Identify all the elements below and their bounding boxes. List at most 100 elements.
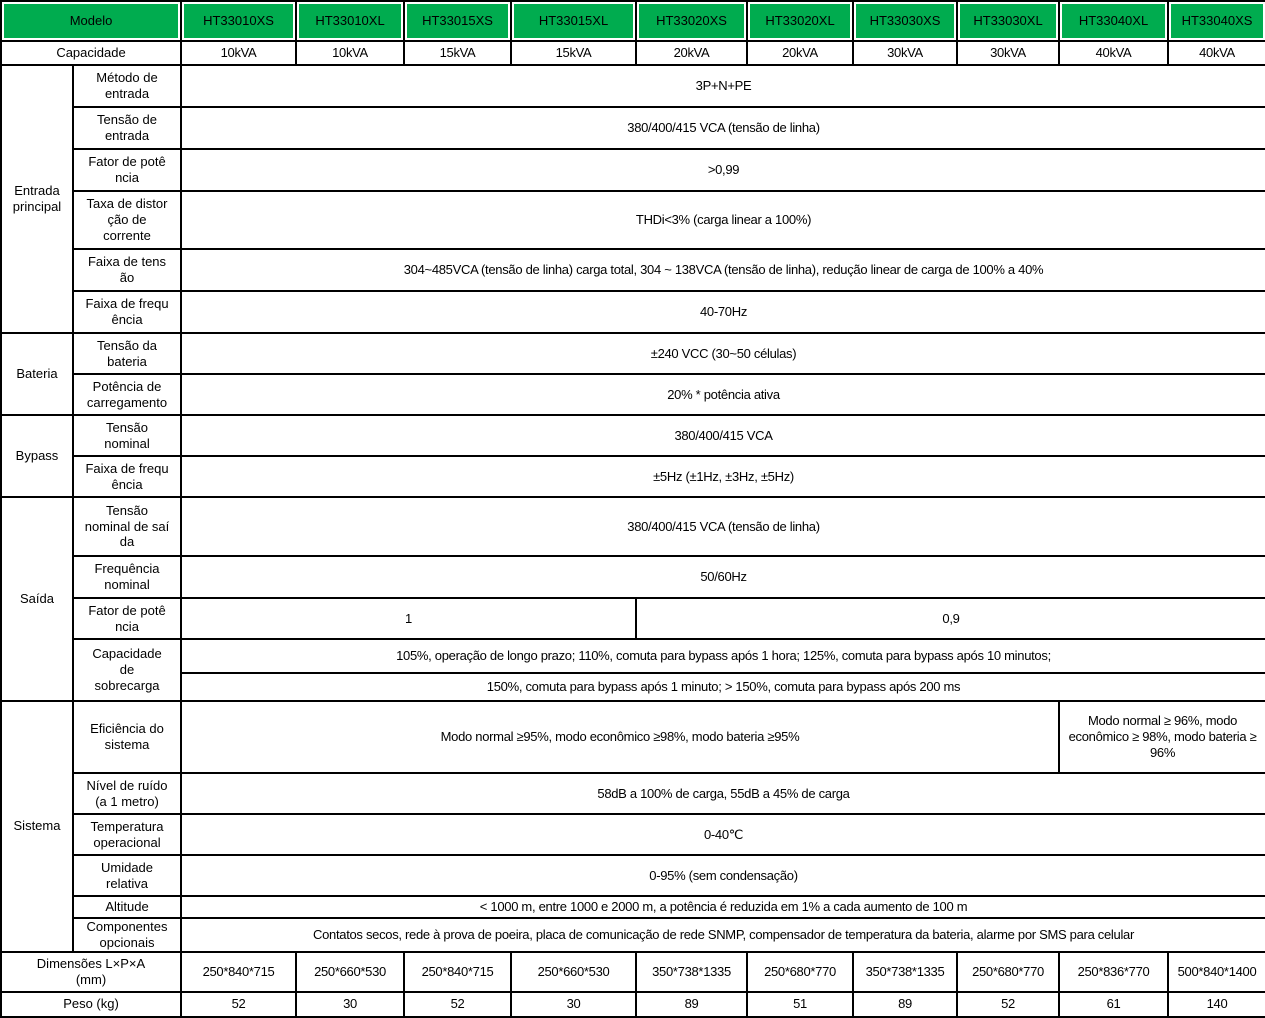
- spec-value: ±240 VCC (30~50 células): [180, 332, 1265, 375]
- dimension-value: 250*660*530: [295, 950, 406, 993]
- weight-value: 30: [295, 990, 406, 1018]
- param-label: Tensão de entrada: [71, 106, 183, 150]
- param-label: Temperatura operacional: [71, 813, 183, 856]
- spec-value-power-factor-20-40kva: 0,9: [635, 597, 1265, 640]
- spec-row: Bateria Tensão da bateria ±240 VCC (30~5…: [0, 332, 1265, 416]
- weight-value: 52: [956, 990, 1061, 1018]
- param-label: Altitude: [71, 895, 183, 919]
- capacity-value: 20kVA: [746, 40, 855, 66]
- param-label: Fator de potê ncia: [71, 148, 183, 192]
- dimensions-row: Dimensões L×P×A (mm) 250*840*715 250*660…: [0, 950, 1265, 993]
- param-label: Método de entrada: [71, 64, 183, 108]
- model-header: HT33010XS: [180, 0, 298, 42]
- spec-row: Capacidade de sobrecarga 105%, operação …: [1, 638, 1265, 702]
- spec-value: 50/60Hz: [180, 555, 1265, 599]
- spec-row: Fator de potê ncia 1 0,9: [1, 597, 1265, 640]
- param-label: Componentes opcionais: [71, 917, 183, 953]
- spec-row: Componentes opcionais Contatos secos, re…: [1, 917, 1265, 953]
- dimension-value: 350*738*1335: [852, 950, 959, 993]
- param-label: Fator de potê ncia: [71, 597, 183, 640]
- weight-value: 51: [746, 990, 855, 1018]
- header-row: Modelo HT33010XS HT33010XL HT33015XS HT3…: [0, 0, 1265, 42]
- spec-row: Potência de carregamento 20% * potência …: [1, 373, 1265, 416]
- model-header: HT33040XS: [1167, 0, 1265, 42]
- param-label: Faixa de frequ ência: [71, 455, 183, 498]
- capacity-value: 30kVA: [852, 40, 959, 66]
- spec-value: < 1000 m, entre 1000 e 2000 m, a potênci…: [180, 895, 1265, 919]
- capacity-value: 20kVA: [635, 40, 749, 66]
- section-entrada-principal: Entrada principal: [0, 64, 74, 334]
- spec-value: 58dB a 100% de carga, 55dB a 45% de carg…: [180, 772, 1265, 815]
- spec-value-power-factor-10-15kva: 1: [180, 597, 638, 640]
- section-bypass: Bypass: [0, 414, 74, 498]
- model-header: HT33020XL: [746, 0, 855, 42]
- spec-row: Fator de potê ncia >0,99: [1, 148, 1265, 192]
- dimension-value: 350*738*1335: [635, 950, 749, 993]
- weight-row: Peso (kg) 52 30 52 30 89 51 89 52 61 140: [0, 990, 1265, 1018]
- weight-value: 61: [1058, 990, 1170, 1018]
- capacity-value: 40kVA: [1167, 40, 1265, 66]
- spec-row: Taxa de distor ção de corrente THDi<3% (…: [1, 190, 1265, 250]
- spec-row: Entrada principal Método de entrada 3P+N…: [0, 64, 1265, 334]
- param-label: Tensão da bateria: [71, 332, 183, 375]
- model-header: HT33040XL: [1058, 0, 1170, 42]
- spec-value: >0,99: [180, 148, 1265, 192]
- param-label: Eficiência do sistema: [71, 700, 183, 774]
- param-label: Faixa de frequ ência: [71, 290, 183, 334]
- dimension-value: 250*840*715: [180, 950, 298, 993]
- capacity-value: 15kVA: [403, 40, 513, 66]
- param-label: Nível de ruído (a 1 metro): [71, 772, 183, 815]
- model-header: HT33015XS: [403, 0, 513, 42]
- capacity-label: Capacidade: [0, 40, 183, 66]
- capacity-value: 30kVA: [956, 40, 1061, 66]
- param-label: Tensão nominal: [71, 414, 183, 457]
- spec-value: 20% * potência ativa: [180, 373, 1265, 416]
- spec-value: 380/400/415 VCA: [180, 414, 1265, 457]
- spec-value: 0-95% (sem condensação): [180, 854, 1265, 897]
- param-label: Frequência nominal: [71, 555, 183, 599]
- spec-value: 380/400/415 VCA (tensão de linha): [180, 106, 1265, 150]
- capacity-value: 10kVA: [295, 40, 406, 66]
- spec-value: 40-70Hz: [180, 290, 1265, 334]
- capacity-value: 10kVA: [180, 40, 298, 66]
- model-header: HT33015XL: [510, 0, 638, 42]
- weight-value: 140: [1167, 990, 1265, 1018]
- spec-row: Tensão de entrada 380/400/415 VCA (tensã…: [1, 106, 1265, 150]
- spec-row: Nível de ruído (a 1 metro) 58dB a 100% d…: [1, 772, 1265, 815]
- spec-value: ±5Hz (±1Hz, ±3Hz, ±5Hz): [180, 455, 1265, 498]
- spec-value-efficiency-main: Modo normal ≥95%, modo econômico ≥98%, m…: [180, 700, 1061, 774]
- weight-value: 89: [852, 990, 959, 1018]
- spec-value: 3P+N+PE: [180, 64, 1265, 108]
- dimension-value: 250*680*770: [746, 950, 855, 993]
- capacity-value: 15kVA: [510, 40, 638, 66]
- param-label: Tensão nominal de saí da: [71, 496, 183, 557]
- spec-value-overload-line2: 150%, comuta para bypass após 1 minuto; …: [180, 672, 1265, 702]
- weight-label: Peso (kg): [0, 990, 183, 1018]
- spec-row: 150%, comuta para bypass após 1 minuto; …: [1, 672, 1265, 702]
- spec-value: Contatos secos, rede à prova de poeira, …: [180, 917, 1265, 953]
- spec-value-efficiency-40kva: Modo normal ≥ 96%, modo econômico ≥ 98%,…: [1058, 700, 1265, 774]
- capacity-row: Capacidade 10kVA 10kVA 15kVA 15kVA 20kVA…: [0, 40, 1265, 66]
- model-header: HT33030XL: [956, 0, 1061, 42]
- spec-row: Sistema Eficiência do sistema Modo norma…: [0, 700, 1265, 953]
- spec-row: Faixa de frequ ência ±5Hz (±1Hz, ±3Hz, ±…: [1, 455, 1265, 498]
- param-label: Umidade relativa: [71, 854, 183, 897]
- dimension-value: 500*840*1400: [1167, 950, 1265, 993]
- section-sistema: Sistema: [0, 700, 74, 953]
- spec-row: Faixa de tens ão 304~485VCA (tensão de l…: [1, 248, 1265, 292]
- param-label: Taxa de distor ção de corrente: [71, 190, 183, 250]
- spec-row: Bypass Tensão nominal 380/400/415 VCA: [0, 414, 1265, 498]
- model-header: HT33020XS: [635, 0, 749, 42]
- section-bateria: Bateria: [0, 332, 74, 416]
- param-label: Faixa de tens ão: [71, 248, 183, 292]
- spec-row: Frequência nominal 50/60Hz: [1, 555, 1265, 599]
- spec-value: 0-40℃: [180, 813, 1265, 856]
- spec-row: Saída Tensão nominal de saí da 380/400/4…: [0, 496, 1265, 702]
- weight-value: 30: [510, 990, 638, 1018]
- spec-row: Altitude < 1000 m, entre 1000 e 2000 m, …: [1, 895, 1265, 919]
- spec-row: Umidade relativa 0-95% (sem condensação): [1, 854, 1265, 897]
- weight-value: 52: [403, 990, 513, 1018]
- modelo-header-cell: Modelo: [0, 0, 183, 42]
- model-header: HT33030XS: [852, 0, 959, 42]
